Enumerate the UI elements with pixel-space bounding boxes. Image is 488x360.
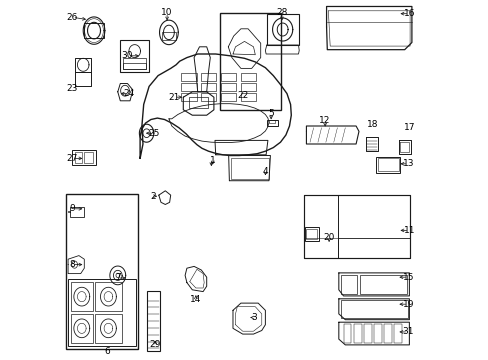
Bar	[122, 63, 146, 69]
Bar	[359, 275, 407, 294]
Text: 14: 14	[190, 295, 201, 304]
Bar	[181, 73, 196, 81]
Bar	[71, 314, 92, 343]
Bar	[188, 97, 208, 108]
Text: 26: 26	[66, 13, 78, 22]
Bar	[84, 152, 93, 163]
Bar	[220, 13, 280, 110]
Text: 25: 25	[148, 129, 159, 138]
Bar	[268, 120, 275, 123]
Bar	[340, 275, 356, 294]
Bar	[221, 93, 236, 101]
Text: 19: 19	[402, 300, 413, 309]
Bar	[266, 14, 298, 45]
Bar	[221, 83, 236, 91]
Bar	[71, 282, 92, 311]
Bar	[353, 324, 361, 343]
Text: 10: 10	[161, 8, 172, 17]
Bar	[373, 324, 381, 343]
Text: 16: 16	[403, 9, 414, 18]
Text: 28: 28	[276, 8, 287, 17]
Bar	[375, 157, 400, 173]
Bar	[305, 227, 319, 241]
Bar	[146, 291, 160, 351]
Text: 30: 30	[122, 51, 133, 60]
Text: 2: 2	[150, 192, 155, 201]
Text: 3: 3	[251, 313, 257, 322]
Text: 29: 29	[149, 341, 161, 349]
Text: 17: 17	[403, 123, 414, 132]
Text: 11: 11	[403, 226, 414, 235]
Bar	[181, 83, 196, 91]
Bar	[363, 324, 371, 343]
Bar	[241, 83, 256, 91]
Text: 4: 4	[262, 166, 267, 175]
Bar	[201, 93, 216, 101]
Text: 7: 7	[115, 274, 121, 282]
Text: 20: 20	[323, 233, 334, 242]
Bar	[75, 152, 82, 163]
Text: 21: 21	[168, 93, 180, 102]
Text: 23: 23	[66, 84, 78, 93]
Text: 27: 27	[66, 154, 78, 163]
Text: 5: 5	[268, 109, 273, 118]
Bar	[230, 158, 268, 179]
Bar	[95, 314, 122, 343]
Text: 13: 13	[402, 159, 413, 168]
Bar	[306, 229, 317, 239]
Bar	[201, 83, 216, 91]
Text: 9: 9	[69, 204, 75, 213]
Bar	[181, 93, 196, 101]
Bar	[377, 158, 398, 171]
Bar	[201, 73, 216, 81]
Bar	[122, 58, 146, 69]
Text: 1: 1	[209, 156, 215, 165]
Bar	[221, 73, 236, 81]
Bar	[120, 40, 149, 72]
Bar	[70, 207, 83, 217]
Bar	[95, 282, 122, 311]
Text: 22: 22	[237, 91, 248, 100]
Bar	[393, 324, 401, 343]
Text: 8: 8	[69, 260, 75, 269]
Bar	[241, 93, 256, 101]
Bar	[65, 194, 137, 349]
Bar	[84, 23, 104, 38]
Text: 12: 12	[319, 116, 330, 125]
Bar	[266, 120, 277, 126]
Text: 15: 15	[402, 273, 413, 282]
Text: 31: 31	[402, 328, 413, 336]
Text: 18: 18	[366, 120, 377, 129]
Bar	[340, 300, 407, 318]
Bar	[383, 324, 391, 343]
Text: 6: 6	[104, 346, 110, 356]
Bar	[343, 324, 351, 343]
Bar	[162, 32, 176, 40]
Text: 24: 24	[122, 89, 134, 98]
Bar	[72, 150, 96, 165]
Bar	[241, 73, 256, 81]
Bar	[68, 279, 136, 346]
